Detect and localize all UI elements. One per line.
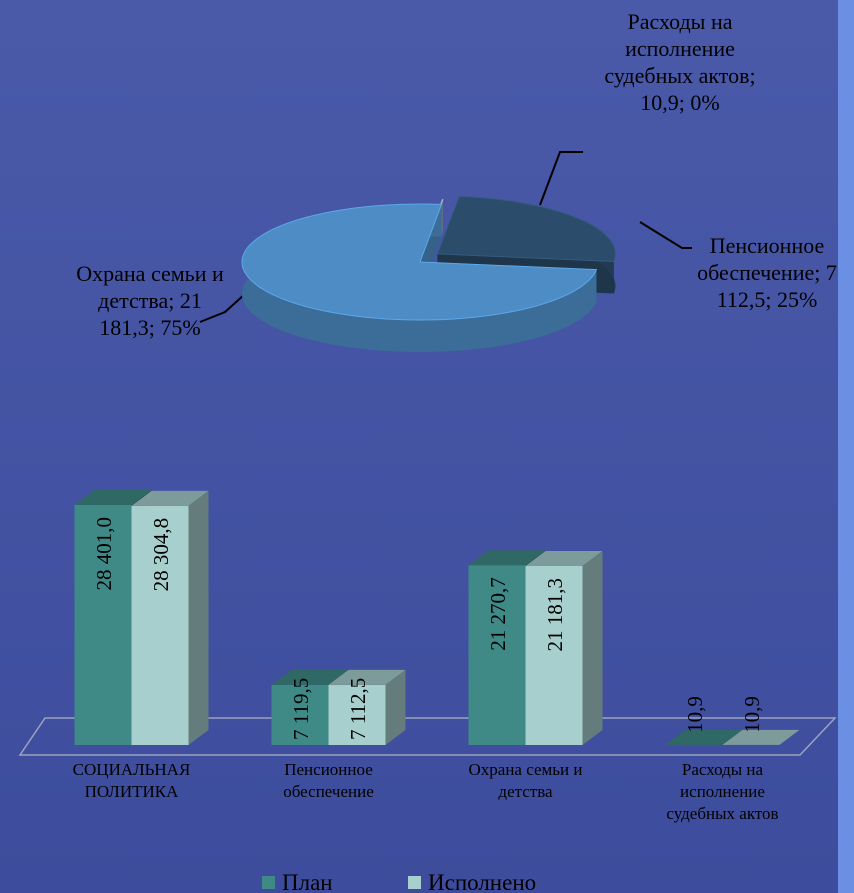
leader-line bbox=[639, 221, 692, 249]
legend-label: Исполнено bbox=[428, 870, 536, 893]
bar-top bbox=[468, 550, 546, 566]
value-label: 28 304,8 bbox=[149, 518, 173, 592]
pie-slice bbox=[241, 203, 598, 353]
x-tick-label: Пенсионное обеспечение bbox=[283, 760, 374, 801]
x-tick-line: обеспечение bbox=[283, 782, 374, 801]
x-tick-line: судебных актов bbox=[666, 804, 778, 823]
bar-front bbox=[328, 684, 386, 745]
value-label: 7 112,5 bbox=[346, 678, 370, 740]
bar-top bbox=[722, 729, 800, 745]
bar-top bbox=[328, 669, 406, 685]
edge-strip bbox=[838, 0, 854, 893]
bar-top bbox=[665, 729, 743, 745]
bar-top bbox=[131, 490, 209, 506]
bar-front bbox=[468, 565, 526, 745]
x-tick-line: Охрана семьи и bbox=[469, 760, 583, 779]
x-tick-line: ПОЛИТИКА bbox=[85, 782, 180, 801]
floor bbox=[18, 717, 837, 756]
x-tick-line: исполнение bbox=[680, 782, 765, 801]
legend-swatch bbox=[262, 876, 275, 889]
leader-line bbox=[539, 151, 583, 206]
bar bbox=[525, 551, 603, 745]
bar-front bbox=[271, 684, 329, 745]
slice-top bbox=[436, 195, 616, 263]
x-tick-label: Расходы на исполнение судебных актов bbox=[666, 760, 778, 823]
bar-top bbox=[271, 669, 349, 685]
bar-top bbox=[525, 551, 603, 567]
value-label: 7 119,5 bbox=[289, 678, 313, 740]
bar-side bbox=[385, 669, 406, 745]
x-tick-label: СОЦИАЛЬНАЯ ПОЛИТИКА bbox=[73, 760, 191, 801]
value-label: 10,9 bbox=[740, 696, 764, 733]
x-tick-line: детства bbox=[498, 782, 553, 801]
bar-front bbox=[74, 505, 132, 745]
slice-top bbox=[241, 203, 598, 321]
pie-label: Охрана семьи и детства; 21 181,3; 75% bbox=[76, 261, 224, 340]
legend-swatch bbox=[408, 876, 421, 889]
bar bbox=[131, 490, 209, 745]
bar-side bbox=[582, 551, 603, 745]
value-label: 21 181,3 bbox=[543, 578, 567, 652]
bar-front bbox=[131, 505, 189, 745]
legend-label: План bbox=[282, 870, 333, 893]
x-tick-line: Пенсионное bbox=[284, 760, 373, 779]
bar bbox=[722, 729, 800, 745]
value-label: 28 401,0 bbox=[92, 517, 116, 591]
value-label: 10,9 bbox=[683, 696, 707, 733]
x-tick-label: Охрана семьи и детства bbox=[469, 760, 583, 801]
x-tick-line: Расходы на bbox=[682, 760, 764, 779]
bar-top bbox=[74, 490, 152, 505]
value-label: 21 270,7 bbox=[486, 577, 510, 651]
bar-side bbox=[779, 729, 800, 745]
x-tick-line: СОЦИАЛЬНАЯ bbox=[73, 760, 191, 779]
bar-side bbox=[188, 490, 209, 745]
pie bbox=[241, 195, 616, 353]
pie-label: Расходы на исполнение судебных актов; 10… bbox=[604, 9, 756, 115]
bar-front bbox=[525, 566, 583, 745]
bar bbox=[328, 669, 406, 745]
pie-label: Пенсионное обеспечение; 7 112,5; 25% bbox=[697, 233, 837, 312]
